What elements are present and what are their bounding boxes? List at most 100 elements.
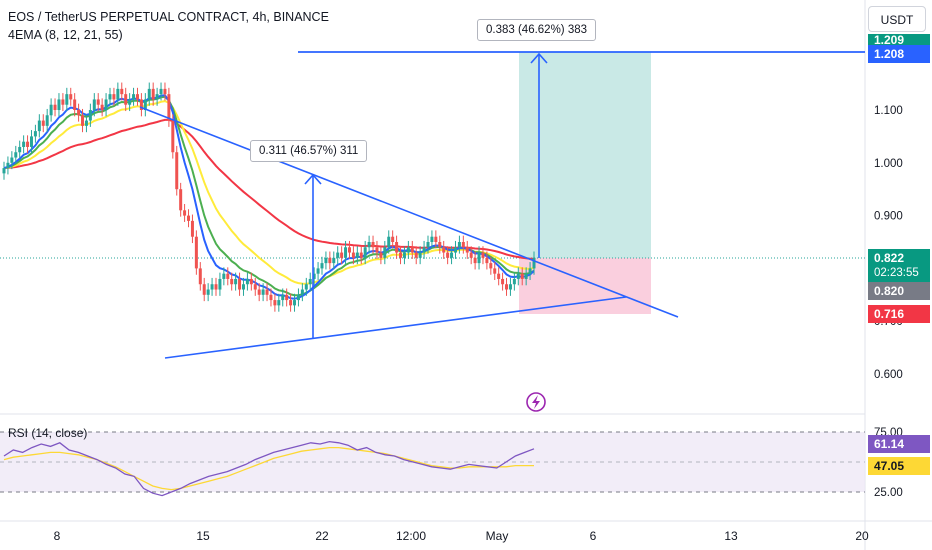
candle-body	[410, 247, 414, 253]
candle-body	[132, 94, 136, 100]
candle-body	[430, 236, 434, 242]
ema-55-line	[3, 118, 534, 260]
candle-body	[367, 242, 371, 248]
stop-price-box: 0.716	[868, 305, 930, 323]
candle-body	[477, 252, 481, 264]
candle-body	[489, 263, 493, 269]
candle-body	[414, 252, 418, 258]
projection-arrow-head	[530, 52, 548, 64]
candle-body	[277, 300, 281, 306]
candle-body	[469, 252, 473, 258]
candle-body	[84, 120, 88, 126]
candle-body	[249, 278, 253, 285]
close-price-box: 0.820	[868, 282, 930, 300]
candle-body	[281, 294, 285, 301]
candle-body	[293, 300, 297, 306]
candle-body	[26, 141, 30, 147]
candle-body	[528, 268, 532, 274]
candle-body	[206, 289, 210, 295]
candle-body	[387, 236, 391, 248]
candle-body	[300, 289, 304, 295]
candle-body	[501, 278, 505, 285]
candle-body	[485, 257, 489, 264]
candle-body	[473, 257, 477, 264]
candle-body	[100, 104, 104, 110]
candle-body	[135, 94, 139, 100]
lightning-icon[interactable]	[526, 392, 546, 412]
price-tick-label: 1.000	[874, 158, 903, 170]
candle-body	[406, 247, 410, 253]
time-tick-label: 12:00	[396, 529, 426, 543]
candle-body	[418, 252, 422, 258]
candle-body	[241, 284, 245, 290]
candle-body	[37, 120, 41, 132]
triangle-lower-trendline[interactable]	[164, 296, 627, 359]
candle-body	[265, 289, 269, 295]
candle-body	[347, 247, 351, 253]
candle-body	[53, 104, 57, 110]
target-zone[interactable]	[519, 52, 651, 258]
triangle-upper-trendline[interactable]	[139, 106, 679, 318]
candle-body	[450, 252, 454, 258]
time-axis[interactable]: 8 15 22 12:00 May 6 13 20	[54, 529, 869, 543]
candle-body	[351, 252, 355, 258]
time-tick-label: 8	[54, 529, 61, 543]
rsi-legend[interactable]: RSI (14, close)	[8, 426, 88, 440]
currency-button[interactable]: USDT	[868, 6, 926, 32]
candle-body	[202, 284, 206, 295]
rsi-ma-box: 47.05	[868, 457, 930, 475]
candle-body	[359, 252, 363, 258]
candle-body	[96, 99, 100, 105]
candle-body	[289, 300, 293, 306]
candle-body	[520, 273, 524, 279]
candle-body	[493, 268, 497, 274]
candle-body	[210, 284, 214, 290]
candle-body	[505, 284, 509, 290]
candle-body	[22, 141, 26, 147]
candle-body	[234, 278, 238, 285]
rsi-value-box: 61.14	[868, 435, 930, 453]
time-tick-label: 20	[855, 529, 869, 543]
candle-body	[175, 152, 179, 190]
candle-body	[167, 94, 171, 121]
candle-body	[497, 273, 501, 279]
stop-zone[interactable]	[519, 258, 651, 314]
candle-body	[214, 284, 218, 290]
candle-body	[438, 242, 442, 248]
candle-body	[512, 278, 516, 285]
candle-body	[218, 278, 222, 290]
candle-body	[171, 120, 175, 153]
candle-body	[481, 252, 485, 258]
candle-body	[69, 94, 73, 100]
pattern-arrow-head	[304, 173, 322, 185]
candle-body	[383, 247, 387, 258]
candle-body	[257, 289, 261, 295]
candle-body	[253, 284, 257, 290]
candle-body	[10, 157, 14, 163]
candle-body	[532, 257, 536, 269]
candle-body	[304, 284, 308, 290]
candle-body	[261, 289, 265, 295]
candle-body	[442, 247, 446, 253]
candle-body	[151, 88, 155, 100]
candle-body	[238, 278, 242, 290]
candle-body	[139, 99, 143, 110]
candle-body	[226, 273, 230, 279]
candle-body	[222, 273, 226, 279]
indicator-legend[interactable]: 4EMA (8, 12, 21, 55)	[8, 28, 123, 42]
candle-body	[33, 131, 37, 137]
pattern-measure-label: 0.311 (46.57%) 311	[250, 140, 368, 162]
candle-body	[81, 115, 85, 126]
candle-body	[124, 94, 128, 105]
candle-body	[340, 252, 344, 258]
chart-title: EOS / TetherUS PERPETUAL CONTRACT, 4h, B…	[8, 10, 329, 24]
candle-body	[395, 242, 399, 253]
candle-body	[320, 263, 324, 269]
time-tick-label: 13	[724, 529, 738, 543]
candle-body	[57, 99, 61, 110]
candle-body	[159, 88, 163, 95]
candle-body	[88, 110, 92, 121]
candle-body	[453, 247, 457, 253]
